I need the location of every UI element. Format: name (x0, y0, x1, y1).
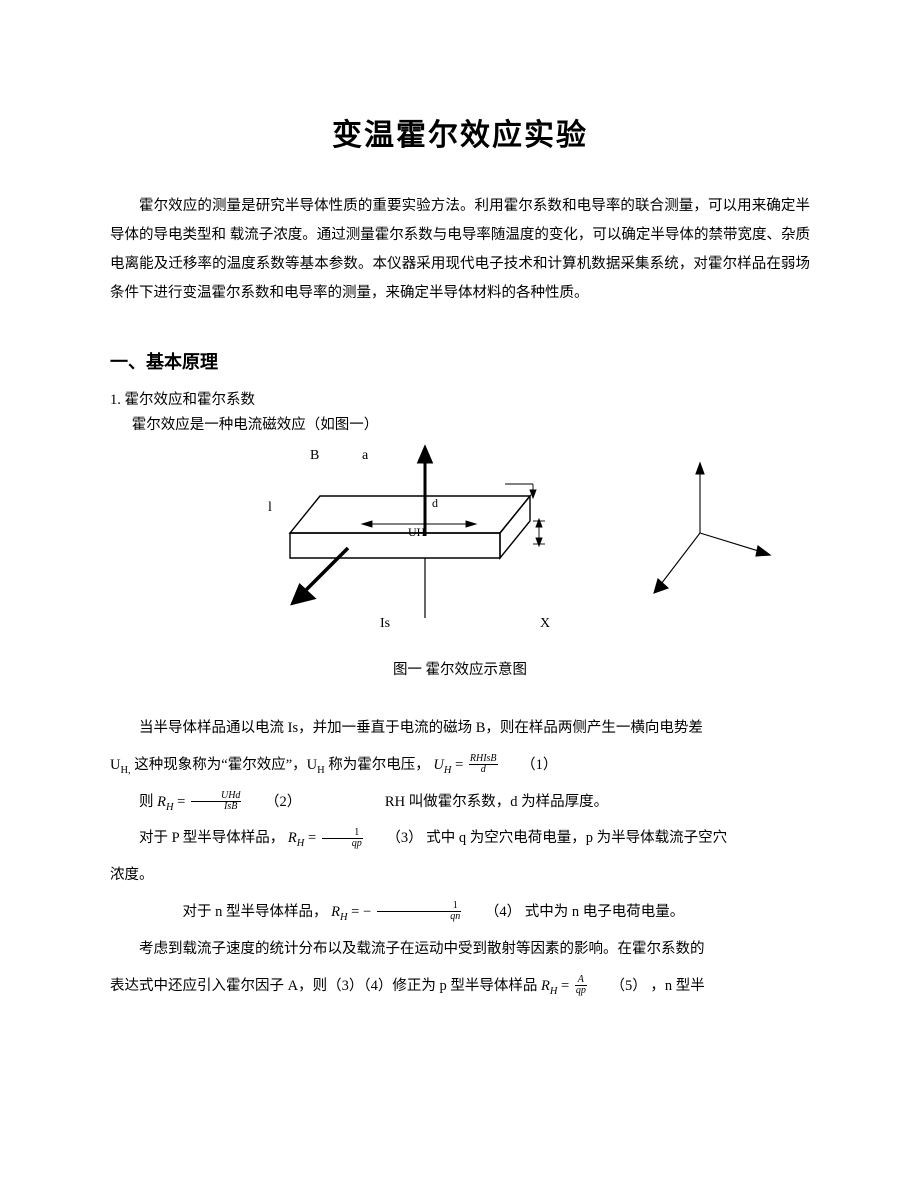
eq3-den: qp (322, 839, 363, 849)
eq4-frac: 1 qn (377, 901, 462, 922)
eq3-frac: 1 qp (322, 828, 363, 849)
p5b-pre: 表达式中还应引入霍尔因子 A，则（3）（4）修正为 p 型半导体样品 (110, 978, 537, 994)
eq1-lhs: U (433, 757, 443, 773)
eq5-tag: （5） (610, 978, 646, 994)
eq5-lhs: R (541, 978, 550, 994)
eq4-eq: = − (348, 904, 372, 920)
eq5-eq: = (557, 978, 572, 994)
p3-pre: 对于 P 型半导体样品， (139, 830, 284, 846)
eq4-num: 1 (377, 901, 462, 912)
para-5a: 考虑到载流子速度的统计分布以及载流子在运动中受到散射等因素的影响。在霍尔系数的 (110, 932, 810, 967)
p2-pre: 则 (139, 794, 154, 810)
eq4-lhs: R (331, 904, 340, 920)
fig-label-x: X (540, 616, 550, 632)
eq1-tag: （1） (521, 757, 557, 773)
para-2: 则 RH = UHd IsB （2） RH 叫做霍尔系数，d 为样品厚度。 (110, 785, 810, 820)
eq3-eq: = (304, 830, 319, 846)
p4-pre: 对于 n 型半导体样品， (183, 904, 328, 920)
eq2-sub: H (166, 801, 174, 812)
p1b-pre: U (110, 757, 120, 773)
para-1a: 当半导体样品通以电流 Is，并加一垂直于电流的磁场 B，则在样品两侧产生一横向电… (110, 711, 810, 746)
figure-1-caption: 图一 霍尔效应示意图 (110, 658, 810, 679)
eq4-sub: H (340, 912, 348, 923)
fig-label-uh: UH (408, 525, 425, 540)
eq2-den: IsB (191, 802, 241, 812)
para-3b: 浓度。 (110, 858, 810, 893)
p1b-mid2: 称为霍尔电压， (325, 757, 430, 773)
figure-1: B a l d UH Is X (110, 438, 810, 648)
hall-effect-diagram (110, 438, 810, 648)
p3-tail: 式中 q 为空穴电荷电量，p 为半导体载流子空穴 (426, 830, 727, 846)
p1b-sub: H, (120, 765, 130, 776)
eq3-lhs: R (288, 830, 297, 846)
eq5-den: qp (575, 986, 587, 996)
eq4-den: qn (377, 912, 462, 922)
p1b-sub2: H (317, 765, 325, 776)
eq2-eq: = (174, 794, 189, 810)
page-root: 变温霍尔效应实验 霍尔效应的测量是研究半导体性质的重要实验方法。利用霍尔系数和电… (0, 0, 920, 1191)
eq1-eq: = (451, 757, 466, 773)
eq1-frac: RHIsB d (469, 754, 498, 775)
para-5b: 表达式中还应引入霍尔因子 A，则（3）（4）修正为 p 型半导体样品 RH = … (110, 969, 810, 1004)
eq2-frac: UHd IsB (191, 791, 241, 812)
eq2-lhs: R (157, 794, 166, 810)
subsection-1-line: 霍尔效应是一种电流磁效应（如图一） (110, 413, 810, 434)
subsection-1-number: 1. 霍尔效应和霍尔系数 (110, 388, 810, 409)
para-3: 对于 P 型半导体样品， RH = 1 qp （3） 式中 q 为空穴电荷电量，… (110, 821, 810, 856)
fig-label-b: B (310, 448, 319, 464)
fig-label-l: l (268, 500, 272, 516)
eq3-tag: （3） (386, 830, 422, 846)
para-4: 对于 n 型半导体样品， RH = − 1 qn （4） 式中为 n 电子电荷电… (110, 895, 810, 930)
fig-label-d: d (432, 496, 438, 511)
eq3-num: 1 (322, 828, 363, 839)
p1b-mid: 这种现象称为“霍尔效应”，U (131, 757, 317, 773)
eq1-den: d (469, 765, 498, 775)
p2-tail: RH 叫做霍尔系数，d 为样品厚度。 (385, 794, 608, 810)
fig-label-a: a (362, 448, 368, 464)
eq4-tag: （4） (485, 904, 521, 920)
p4-tail: 式中为 n 电子电荷电量。 (525, 904, 685, 920)
eq2-tag: （2） (265, 794, 301, 810)
intro-paragraph: 霍尔效应的测量是研究半导体性质的重要实验方法。利用霍尔系数和电导率的联合测量，可… (110, 192, 810, 308)
fig-label-is: Is (380, 616, 390, 632)
section-1-heading: 一、基本原理 (110, 348, 810, 374)
p5b-tail: ，n 型半 (650, 978, 704, 994)
para-1b: UH, 这种现象称为“霍尔效应”，UH 称为霍尔电压， UH = RHIsB d… (110, 748, 810, 783)
document-title: 变温霍尔效应实验 (110, 110, 810, 154)
eq5-frac: A qp (575, 975, 587, 996)
